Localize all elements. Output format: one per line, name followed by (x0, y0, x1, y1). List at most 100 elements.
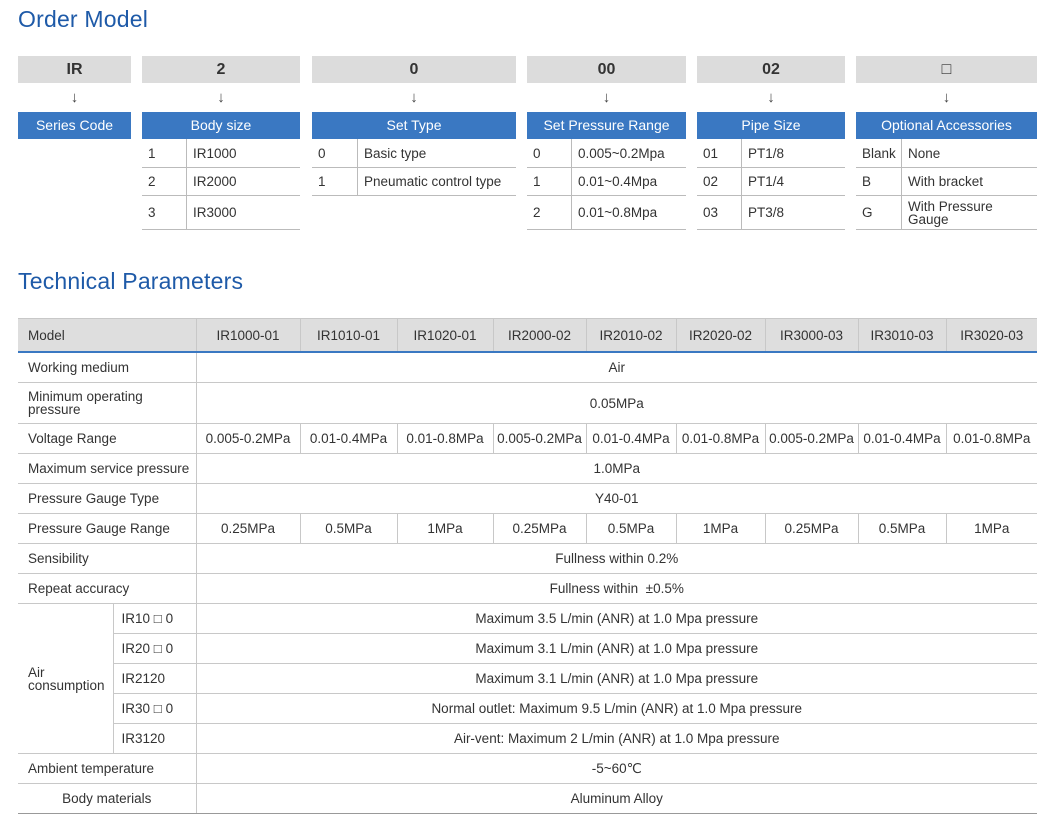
order-option-row: 1 Pneumatic control type (312, 168, 516, 196)
order-option-row: 2 IR2000 (142, 168, 300, 196)
param-value: 0.01-0.8MPa (396, 423, 494, 454)
model-column-header: IR1010-01 (299, 318, 398, 353)
param-value: Aluminum Alloy (195, 783, 1037, 814)
option-value: PT1/8 (741, 139, 784, 167)
down-arrow-icon: ↓ (602, 89, 611, 106)
param-value: 0.25MPa (195, 513, 301, 544)
param-value: Air-vent: Maximum 2 L/min (ANR) at 1.0 M… (195, 723, 1037, 754)
order-category-label: Pipe Size (697, 112, 845, 139)
param-value: 0.005-0.2MPa (764, 423, 859, 454)
param-label: Body materials (18, 783, 197, 814)
air-consumption-model: IR20 □ 0 (113, 633, 197, 664)
order-option-row: B With bracket (856, 168, 1037, 196)
param-value: 0.01-0.8MPa (675, 423, 766, 454)
air-consumption-model: IR2120 (113, 663, 197, 694)
table-row: Pressure Gauge Type Y40-01 (18, 483, 1037, 514)
table-row: IR20 □ 0 Maximum 3.1 L/min (ANR) at 1.0 … (18, 633, 1037, 664)
order-category-label: Set Type (312, 112, 516, 139)
param-value: Fullness within 0.2% (195, 543, 1037, 574)
param-label: Pressure Gauge Range (18, 513, 197, 544)
table-row: Repeat accuracy Fullness within ±0.5% (18, 573, 1037, 604)
order-code-box: 0 (312, 56, 516, 83)
param-label: Repeat accuracy (18, 573, 197, 604)
order-code-box: IR (18, 56, 131, 83)
option-value: PT1/4 (741, 168, 784, 195)
table-row: Ambient temperature -5~60℃ (18, 753, 1037, 784)
param-label: Sensibility (18, 543, 197, 574)
order-option-row: 0 0.005~0.2Mpa (527, 139, 686, 168)
down-arrow-icon: ↓ (217, 89, 225, 106)
option-value: 0.005~0.2Mpa (571, 139, 665, 167)
param-value: Normal outlet: Maximum 9.5 L/min (ANR) a… (195, 693, 1037, 724)
param-label: Working medium (18, 351, 197, 383)
param-label: Maximum service pressure (18, 453, 197, 484)
air-consumption-label: Air consumption (18, 603, 114, 754)
order-col-pipe-size: 02 ↓ Pipe Size 01 PT1/8 02 PT1/4 03 PT3/… (697, 56, 845, 230)
param-value: Maximum 3.1 L/min (ANR) at 1.0 Mpa press… (195, 663, 1037, 694)
param-value: 1MPa (396, 513, 494, 544)
down-arrow-icon: ↓ (942, 89, 951, 106)
air-consumption-model: IR3120 (113, 723, 197, 754)
order-code-box: 2 (142, 56, 300, 83)
param-value: 0.01-0.4MPa (857, 423, 947, 454)
table-row: Air consumption IR10 □ 0 Maximum 3.5 L/m… (18, 603, 1037, 754)
option-value: PT3/8 (741, 196, 784, 229)
param-value: 0.01-0.4MPa (299, 423, 398, 454)
option-key: G (862, 205, 873, 220)
table-row: Minimum operating pressure 0.05MPa (18, 382, 1037, 424)
option-value: With bracket (901, 168, 983, 195)
option-key: 1 (533, 174, 541, 189)
order-option-row: G With Pressure Gauge (856, 196, 1037, 230)
param-value: 1MPa (675, 513, 766, 544)
param-label: Voltage Range (18, 423, 197, 454)
table-row: IR2120 Maximum 3.1 L/min (ANR) at 1.0 Mp… (18, 663, 1037, 694)
order-category-label: Series Code (18, 112, 131, 139)
model-column-header: IR2010-02 (585, 318, 677, 353)
model-column-header: IR1020-01 (396, 318, 494, 353)
option-key: 02 (703, 174, 719, 189)
table-row: Body materials Aluminum Alloy (18, 783, 1037, 814)
order-category-label: Set Pressure Range (527, 112, 686, 139)
table-header-row: Model IR1000-01 IR1010-01 IR1020-01 IR20… (18, 318, 1037, 353)
param-value: Maximum 3.1 L/min (ANR) at 1.0 Mpa press… (195, 633, 1037, 664)
param-value: Fullness within ±0.5% (195, 573, 1037, 604)
option-key: 2 (533, 205, 541, 220)
param-value: 0.01-0.4MPa (585, 423, 677, 454)
param-value: -5~60℃ (195, 753, 1037, 784)
table-row: IR3120 Air-vent: Maximum 2 L/min (ANR) a… (18, 723, 1037, 754)
param-value: 0.01-0.8MPa (945, 423, 1037, 454)
table-row: Sensibility Fullness within 0.2% (18, 543, 1037, 574)
table-row: Pressure Gauge Range 0.25MPa 0.5MPa 1MPa… (18, 513, 1037, 544)
param-value: 0.25MPa (492, 513, 587, 544)
param-value: 0.005-0.2MPa (195, 423, 301, 454)
option-value: 0.01~0.4Mpa (571, 168, 657, 195)
param-value: 0.5MPa (299, 513, 398, 544)
option-key: B (862, 174, 872, 189)
order-col-accessories: □ ↓ Optional Accessories Blank None B Wi… (856, 56, 1037, 230)
table-row: Maximum service pressure 1.0MPa (18, 453, 1037, 484)
technical-parameters-title: Technical Parameters (18, 268, 244, 294)
option-key: 1 (148, 145, 156, 161)
option-value: IR3000 (186, 196, 237, 229)
table-row: Working medium Air (18, 351, 1037, 383)
param-value: Y40-01 (195, 483, 1037, 514)
order-option-row: 1 0.01~0.4Mpa (527, 168, 686, 196)
option-value: IR1000 (186, 139, 237, 167)
model-column-header: IR3010-03 (857, 318, 947, 353)
order-col-set-type: 0 ↓ Set Type 0 Basic type 1 Pneumatic co… (312, 56, 516, 196)
order-category-label: Optional Accessories (856, 112, 1037, 139)
order-option-row: 02 PT1/4 (697, 168, 845, 196)
air-consumption-model: IR30 □ 0 (113, 693, 197, 724)
order-option-row: 0 Basic type (312, 139, 516, 168)
param-label: Minimum operating pressure (18, 382, 197, 424)
order-col-series: IR ↓ Series Code (18, 56, 131, 139)
option-value: Pneumatic control type (357, 168, 501, 195)
param-value: 0.005-0.2MPa (492, 423, 587, 454)
param-value: 0.25MPa (764, 513, 859, 544)
option-key: 0 (533, 145, 541, 161)
down-arrow-icon: ↓ (767, 89, 775, 106)
model-column-header: IR3020-03 (945, 318, 1037, 353)
param-label: Pressure Gauge Type (18, 483, 197, 514)
option-value: IR2000 (186, 168, 237, 195)
option-value: None (901, 139, 940, 167)
